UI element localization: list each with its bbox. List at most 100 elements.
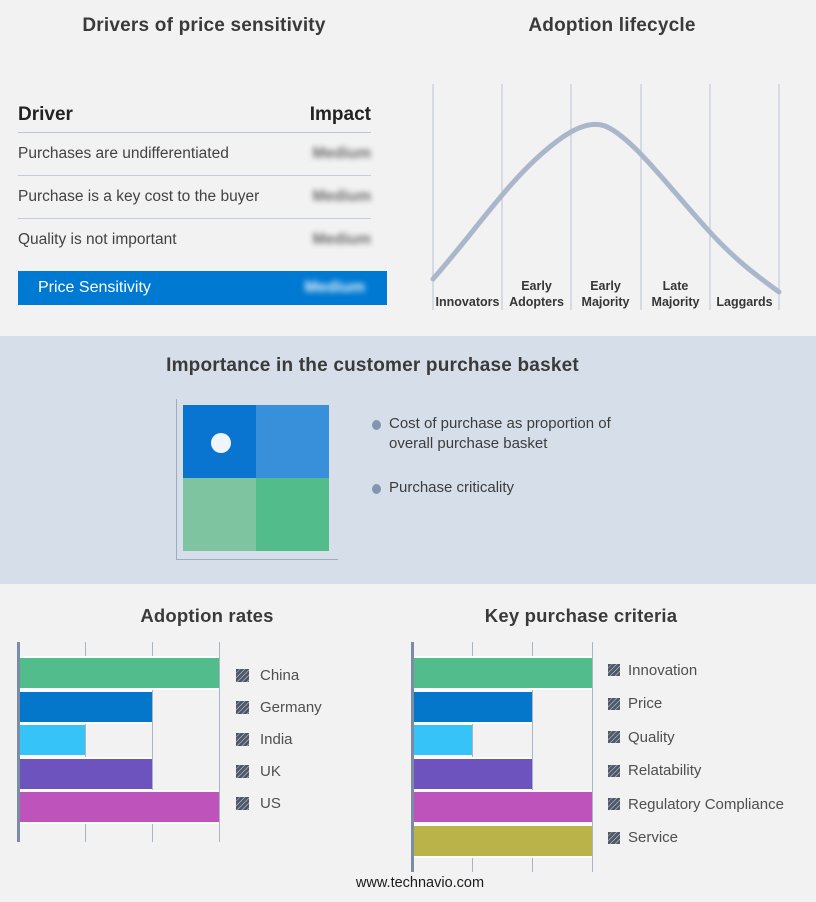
column-impact: Impact	[309, 104, 371, 125]
stage-label-early-adopters: Early Adopters	[509, 279, 564, 309]
quadrant-bottom-right	[256, 478, 329, 551]
bar-regulatory-compliance	[414, 792, 592, 822]
quadrant-top-right	[256, 405, 329, 478]
driver-cell: Purchase is a key cost to the buyer	[18, 188, 260, 205]
website-link: www.technavio.com	[355, 875, 485, 891]
stage-label-late-majority: Late Majority	[651, 279, 700, 309]
legend-label: US	[260, 794, 281, 812]
stage-label-early-majority: Early Majority	[581, 279, 630, 309]
bar-us	[20, 792, 219, 822]
key-purchase-criteria-chart	[406, 642, 606, 872]
y-axis	[17, 642, 20, 842]
table-row: Purchases are undifferentiated Medium	[18, 133, 371, 176]
basket-bullet-list: Cost of purchase as proportion of overal…	[372, 414, 672, 522]
price-sensitivity-row: Price Sensitivity Medium	[18, 271, 387, 305]
driver-cell: Purchases are undifferentiated	[18, 145, 229, 162]
key-purchase-criteria-title: Key purchase criteria	[484, 605, 678, 626]
adoption-rates-title: Adoption rates	[140, 605, 274, 626]
legend-item-regulatory-compliance: Regulatory Compliance	[608, 795, 784, 813]
table-row: Quality is not important Medium	[18, 219, 371, 261]
y-axis	[411, 642, 414, 872]
drivers-table: Driver Impact Purchases are undifferenti…	[18, 90, 371, 261]
table-row: Purchase is a key cost to the buyer Medi…	[18, 176, 371, 219]
legend-label: China	[260, 666, 300, 684]
drivers-table-header: Driver Impact	[18, 90, 371, 133]
position-marker-dot	[211, 433, 231, 453]
adoption-rates-chart	[12, 642, 292, 842]
legend-label: India	[260, 730, 293, 748]
hatch-swatch-icon	[236, 700, 249, 714]
hatch-swatch-icon	[236, 668, 249, 682]
impact-cell: Medium	[312, 145, 371, 162]
quadrant-bottom-left	[183, 478, 256, 551]
legend-item-china: China	[236, 666, 322, 684]
adoption-lifecycle-chart: Innovators Early Adopters Early Majority…	[408, 78, 816, 316]
bullet-icon	[372, 484, 381, 494]
hatch-swatch-icon	[236, 764, 249, 778]
legend-label: Quality	[628, 728, 675, 746]
gridline	[219, 642, 220, 842]
legend-label: UK	[260, 762, 281, 780]
bar-price	[414, 691, 532, 722]
legend-item-price: Price	[608, 695, 784, 712]
gridline	[592, 642, 593, 872]
bar-china	[20, 658, 219, 688]
list-item: Purchase criticality	[372, 478, 672, 498]
gridline	[532, 642, 533, 872]
legend-label: Germany	[260, 698, 322, 716]
bar-india	[20, 725, 85, 755]
legend-item-innovation: Innovation	[608, 661, 784, 679]
quadrant-axis	[176, 399, 338, 560]
purchase-basket-band	[0, 336, 816, 584]
legend-item-uk: UK	[236, 762, 322, 780]
bullet-text: Purchase criticality	[389, 479, 515, 496]
legend-label: Innovation	[628, 661, 698, 679]
legend-item-relatability: Relatability	[608, 762, 784, 779]
hatch-swatch-icon	[236, 732, 249, 746]
legend-label: Price	[628, 695, 663, 712]
bullet-line: Cost of purchase as proportion of	[389, 415, 611, 432]
bullet-line: overall purchase basket	[389, 435, 548, 452]
hatch-swatch-icon	[608, 697, 620, 710]
hatch-swatch-icon	[608, 664, 620, 676]
drivers-panel-title: Drivers of price sensitivity	[82, 15, 326, 36]
legend-item-germany: Germany	[236, 698, 322, 716]
impact-cell: Medium	[304, 279, 365, 296]
gridline	[85, 642, 86, 842]
column-driver: Driver	[18, 104, 73, 125]
impact-cell: Medium	[312, 188, 371, 205]
purchase-basket-quadrant	[183, 405, 329, 551]
driver-cell: Quality is not important	[18, 231, 177, 248]
hatch-swatch-icon	[236, 796, 249, 810]
hatch-swatch-icon	[608, 764, 620, 777]
legend-label: Service	[628, 829, 679, 846]
key-purchase-criteria-legend: Innovation Price Quality Relatability Re…	[608, 661, 784, 865]
hatch-swatch-icon	[608, 731, 620, 743]
bullet-icon	[372, 420, 381, 430]
legend-item-quality: Quality	[608, 728, 784, 746]
legend-label: Regulatory Compliance	[628, 795, 784, 813]
impact-cell: Medium	[312, 231, 371, 248]
gridline	[472, 642, 473, 872]
gridline	[152, 642, 153, 842]
lifecycle-panel-title: Adoption lifecycle	[528, 15, 696, 36]
bar-innovation	[414, 658, 592, 688]
bar-quality	[414, 725, 472, 755]
basket-panel-title: Importance in the customer purchase bask…	[166, 355, 579, 376]
legend-item-india: India	[236, 730, 322, 748]
hatch-swatch-icon	[608, 798, 620, 810]
legend-item-us: US	[236, 794, 322, 812]
lifecycle-curve-svg	[430, 84, 782, 310]
legend-item-service: Service	[608, 829, 784, 846]
bar-relatability	[414, 758, 532, 789]
list-item: Cost of purchase as proportion of overal…	[372, 414, 672, 454]
bell-curve	[430, 121, 782, 295]
driver-cell: Price Sensitivity	[38, 279, 151, 296]
bar-uk	[20, 758, 152, 789]
adoption-rates-legend: China Germany India UK US	[236, 666, 322, 828]
stage-label-innovators: Innovators	[435, 295, 500, 309]
bar-service	[414, 825, 592, 856]
bullet-text: Cost of purchase as proportion of overal…	[389, 414, 611, 454]
stage-label-laggards: Laggards	[716, 295, 773, 309]
